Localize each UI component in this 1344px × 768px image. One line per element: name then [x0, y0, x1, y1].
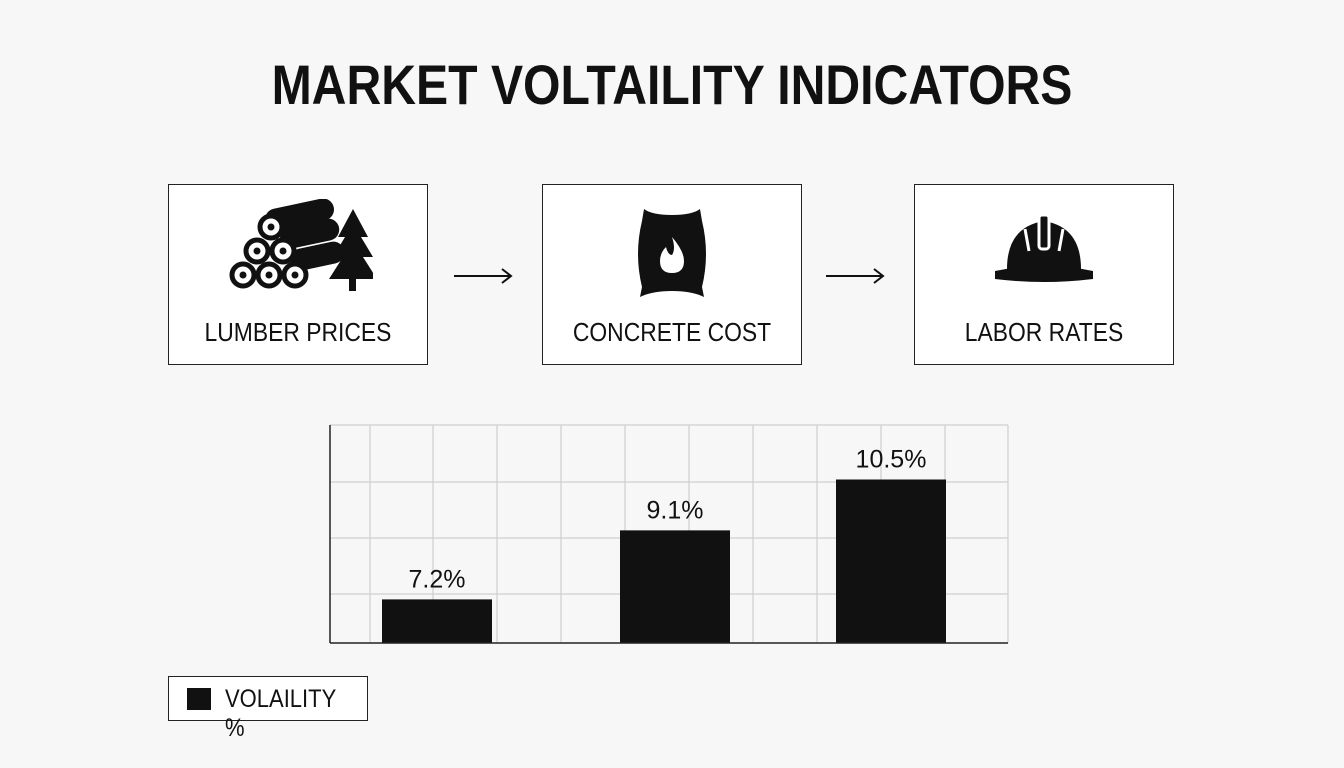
lumber-logs-tree-icon — [169, 199, 427, 299]
labor-rates-card: LABOR RATES — [914, 184, 1174, 365]
chart-legend: VOLAILITY % — [168, 676, 368, 742]
hard-hat-icon — [915, 199, 1173, 299]
concrete-cost-card: CONCRETE COST — [542, 184, 802, 365]
cement-bag-icon — [543, 199, 801, 299]
bar-value-label: 7.2% — [409, 565, 466, 593]
arrow-right-icon — [826, 268, 885, 284]
chart-title: MARKET VOLTAILITY INDICATORS — [271, 53, 1073, 116]
card-label: LUMBER PRICES — [204, 317, 392, 347]
legend-swatch — [187, 688, 211, 710]
bar-1 — [382, 599, 492, 643]
bar-value-label: 10.5% — [856, 446, 927, 474]
bar-value-label: 9.1% — [647, 496, 704, 524]
chart-bars: 7.2% 9.1% 10.5% — [382, 446, 946, 643]
lumber-prices-card: LUMBER PRICES — [168, 184, 428, 365]
card-label: LABOR RATES — [964, 317, 1124, 347]
bar-3 — [836, 479, 946, 643]
bar-2 — [620, 530, 730, 643]
legend-label: VOLAILITY % — [225, 685, 336, 742]
card-label: CONCRETE COST — [572, 317, 772, 347]
arrow-right-icon — [454, 268, 513, 284]
